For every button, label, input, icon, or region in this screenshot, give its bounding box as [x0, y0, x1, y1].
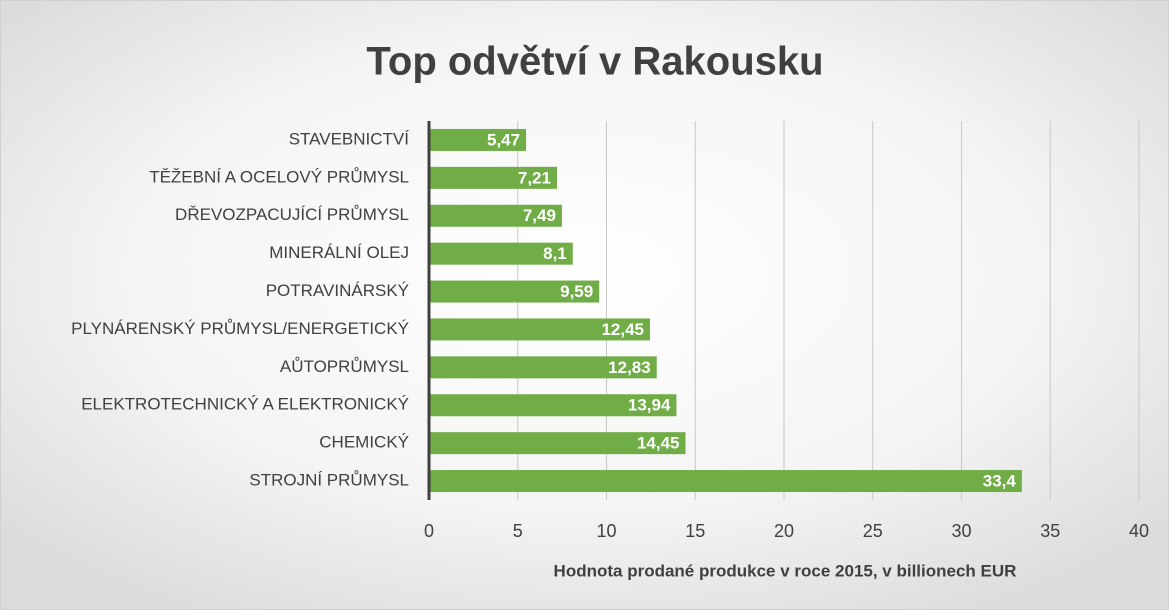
- bar: [429, 432, 686, 455]
- x-tick-label: 5: [513, 521, 523, 541]
- bar: [429, 318, 650, 341]
- bar: [429, 242, 573, 265]
- data-label: 7,49: [523, 206, 556, 225]
- data-label: 13,94: [628, 396, 671, 415]
- bar: [429, 470, 1022, 493]
- y-tick-label: TĚŽEBNÍ A OCELOVÝ PRŮMYSL: [149, 167, 409, 186]
- x-tick-label: 15: [685, 521, 705, 541]
- bar: [429, 356, 657, 379]
- x-tick-label: 40: [1129, 521, 1149, 541]
- y-tick-label: ELEKTROTECHNICKÝ A ELEKTRONICKÝ: [81, 395, 409, 414]
- data-label: 7,21: [518, 168, 551, 187]
- data-label: 12,83: [608, 358, 651, 377]
- x-axis-label: Hodnota prodané produkce v roce 2015, v …: [554, 561, 1017, 580]
- y-tick-label: CHEMICKÝ: [319, 433, 409, 452]
- data-label: 33,4: [983, 472, 1017, 491]
- y-tick-label: MINERÁLNÍ OLEJ: [269, 243, 409, 262]
- bar: [429, 204, 562, 227]
- x-tick-label: 10: [596, 521, 616, 541]
- x-tick-label: 30: [951, 521, 971, 541]
- x-tick-label: 35: [1040, 521, 1060, 541]
- data-label: 9,59: [560, 282, 593, 301]
- data-label: 12,45: [601, 320, 644, 339]
- bar: [429, 394, 677, 417]
- y-tick-label: POTRAVINÁRSKÝ: [266, 281, 409, 300]
- y-tick-label: DŘEVOZPACUJÍCÍ PRŮMYSL: [175, 205, 409, 224]
- data-label: 5,47: [487, 130, 520, 149]
- y-tick-label: PLYNÁRENSKÝ PRŮMYSL/ENERGETICKÝ: [71, 319, 409, 338]
- bar: [429, 166, 557, 189]
- x-tick-label: 25: [863, 521, 883, 541]
- chart-title: Top odvětví v Rakousku: [366, 40, 823, 84]
- x-tick-label: 20: [774, 521, 794, 541]
- bar: [429, 128, 527, 151]
- bar: [429, 280, 600, 303]
- data-label: 8,1: [543, 244, 567, 263]
- data-label: 14,45: [637, 434, 680, 453]
- y-tick-label: STAVEBNICTVÍ: [289, 129, 410, 148]
- y-tick-label: STROJNÍ PRŮMYSL: [249, 471, 409, 490]
- y-tick-label: AŮTOPRŮMYSL: [280, 357, 409, 376]
- x-tick-label: 0: [424, 521, 434, 541]
